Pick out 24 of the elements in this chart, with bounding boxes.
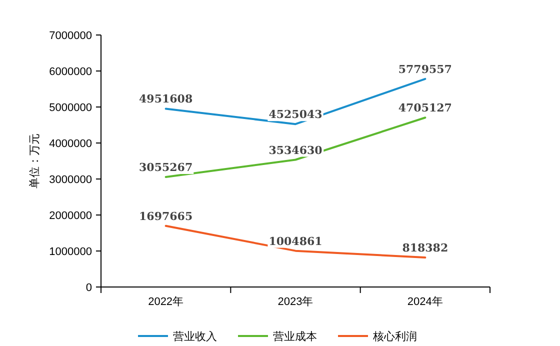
data-label: 1697665 [139, 210, 193, 223]
legend-label: 营业收入 [173, 330, 217, 343]
x-tick-label: 2024年 [407, 296, 443, 308]
y-tick-label: 3000000 [49, 174, 92, 186]
y-tick-label: 4000000 [49, 138, 92, 150]
y-tick-label: 2000000 [49, 210, 92, 222]
legend-label: 营业成本 [273, 330, 317, 343]
data-label: 3534630 [268, 144, 323, 157]
y-axis-title: 单位：万元 [28, 134, 41, 188]
x-tick-label: 2022年 [148, 296, 184, 308]
data-label: 4525043 [268, 108, 322, 122]
y-tick-label: 0 [86, 282, 92, 294]
data-label: 4951608 [139, 92, 193, 106]
y-tick-label: 5000000 [49, 102, 92, 114]
data-label: 3055267 [139, 161, 193, 174]
x-tick-label: 2023年 [278, 296, 314, 308]
data-label: 4705127 [398, 102, 452, 115]
data-label: 5779557 [398, 62, 452, 76]
y-tick-label: 7000000 [49, 30, 92, 42]
y-tick-label: 1000000 [49, 246, 92, 258]
legend-label: 核心利润 [372, 330, 417, 343]
data-label: 1004861 [268, 234, 322, 248]
data-label: 818382 [402, 242, 448, 255]
y-tick-label: 6000000 [49, 66, 92, 78]
